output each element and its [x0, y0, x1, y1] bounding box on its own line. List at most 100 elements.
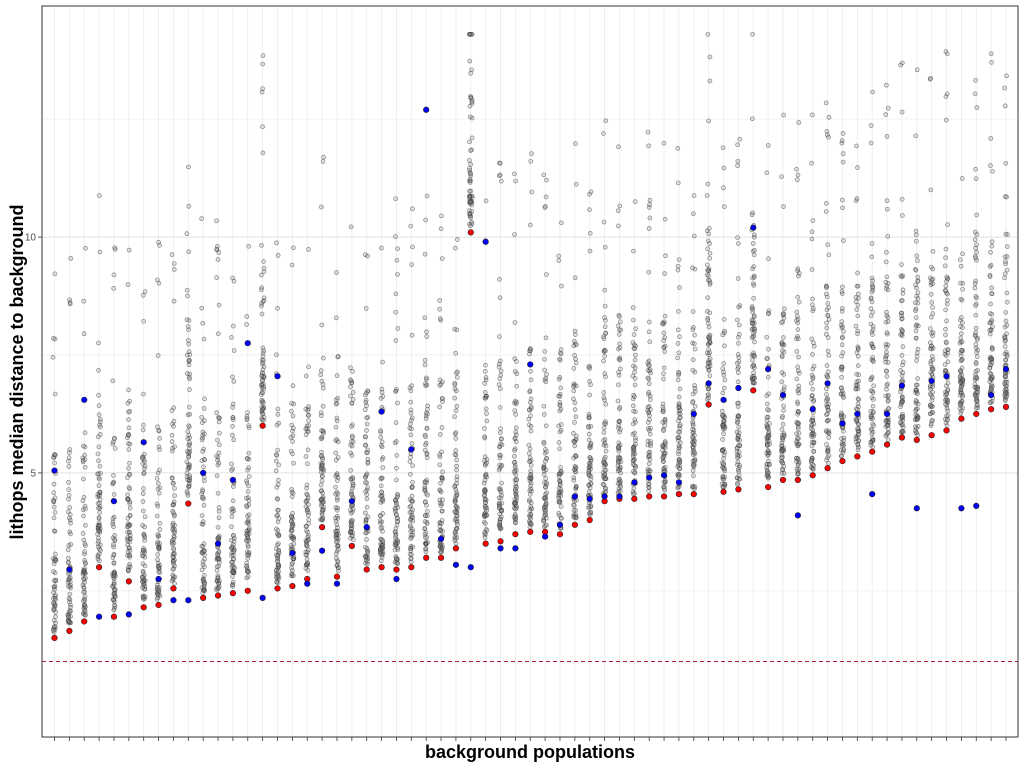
red-point: [943, 427, 950, 434]
background-point: [617, 467, 622, 473]
background-point: [96, 368, 101, 373]
background-point: [752, 232, 757, 238]
background-point: [379, 389, 385, 395]
background-point: [839, 138, 845, 143]
background-point: [350, 482, 356, 487]
background-point: [588, 382, 593, 388]
red-point: [319, 524, 326, 531]
background-point: [543, 423, 549, 429]
background-point: [378, 428, 383, 433]
background-point: [764, 401, 770, 407]
background-point: [157, 527, 163, 532]
background-point: [170, 520, 176, 526]
background-point: [202, 396, 207, 402]
background-point: [781, 464, 787, 469]
background-point: [839, 353, 844, 359]
background-point: [855, 331, 860, 337]
background-point: [662, 313, 668, 319]
background-point: [957, 257, 963, 263]
background-point: [528, 428, 534, 434]
background-point: [544, 522, 549, 528]
background-point: [66, 487, 72, 492]
background-point: [259, 311, 265, 317]
background-point: [141, 318, 146, 324]
background-point: [885, 381, 890, 387]
background-point: [868, 388, 874, 393]
background-point: [186, 423, 192, 429]
background-point: [98, 431, 103, 437]
background-point: [335, 354, 341, 360]
background-point: [883, 279, 889, 285]
background-point: [764, 450, 770, 456]
background-point: [246, 526, 252, 531]
background-point: [350, 390, 356, 395]
background-point: [305, 534, 311, 540]
background-point: [868, 439, 874, 445]
background-point: [720, 437, 725, 442]
background-point: [571, 384, 576, 389]
background-point: [721, 372, 727, 378]
background-point: [720, 390, 726, 396]
background-point: [885, 233, 891, 239]
background-point: [883, 319, 889, 325]
background-point: [707, 280, 713, 286]
background-point: [737, 332, 742, 337]
background-point: [111, 572, 117, 577]
background-point: [526, 442, 532, 448]
background-point: [809, 267, 815, 272]
blue-point: [690, 410, 697, 418]
background-point: [690, 357, 696, 363]
background-point: [721, 204, 727, 209]
background-point: [335, 491, 341, 497]
background-point: [871, 359, 876, 364]
background-point: [289, 523, 295, 529]
background-point: [661, 479, 667, 485]
background-point: [1002, 335, 1008, 341]
background-point: [230, 498, 236, 504]
background-point: [171, 545, 176, 551]
background-point: [661, 376, 666, 382]
blue-point: [66, 566, 73, 573]
background-point: [633, 352, 638, 358]
background-point: [274, 579, 279, 585]
background-point: [514, 477, 519, 483]
background-point: [303, 432, 309, 438]
background-point: [603, 486, 609, 492]
background-point: [482, 454, 488, 460]
background-point: [52, 595, 58, 601]
background-point: [467, 166, 472, 171]
background-point: [541, 412, 547, 417]
background-point: [913, 133, 919, 139]
background-point: [527, 497, 532, 503]
background-point: [886, 406, 891, 411]
background-point: [542, 458, 548, 464]
background-point: [676, 350, 682, 356]
background-point: [395, 400, 400, 406]
background-point: [51, 605, 57, 611]
background-point: [779, 174, 784, 180]
background-point: [67, 301, 73, 307]
background-point: [437, 462, 443, 468]
background-point: [335, 539, 340, 544]
background-point: [646, 362, 651, 368]
background-point: [410, 206, 415, 212]
background-point: [497, 405, 503, 410]
background-point: [885, 360, 891, 365]
background-point: [362, 434, 368, 439]
background-point: [556, 258, 562, 263]
background-point: [186, 432, 192, 438]
background-point: [527, 459, 532, 464]
background-point: [1004, 331, 1009, 337]
background-point: [542, 349, 548, 354]
blue-point: [527, 361, 534, 368]
background-point: [662, 271, 667, 276]
background-point: [65, 547, 71, 553]
background-point: [276, 548, 282, 554]
background-point: [527, 222, 533, 228]
red-point: [274, 585, 281, 592]
background-point: [260, 353, 266, 359]
background-point: [796, 354, 801, 360]
background-point: [51, 584, 57, 590]
background-point: [497, 462, 503, 468]
background-point: [853, 323, 859, 329]
